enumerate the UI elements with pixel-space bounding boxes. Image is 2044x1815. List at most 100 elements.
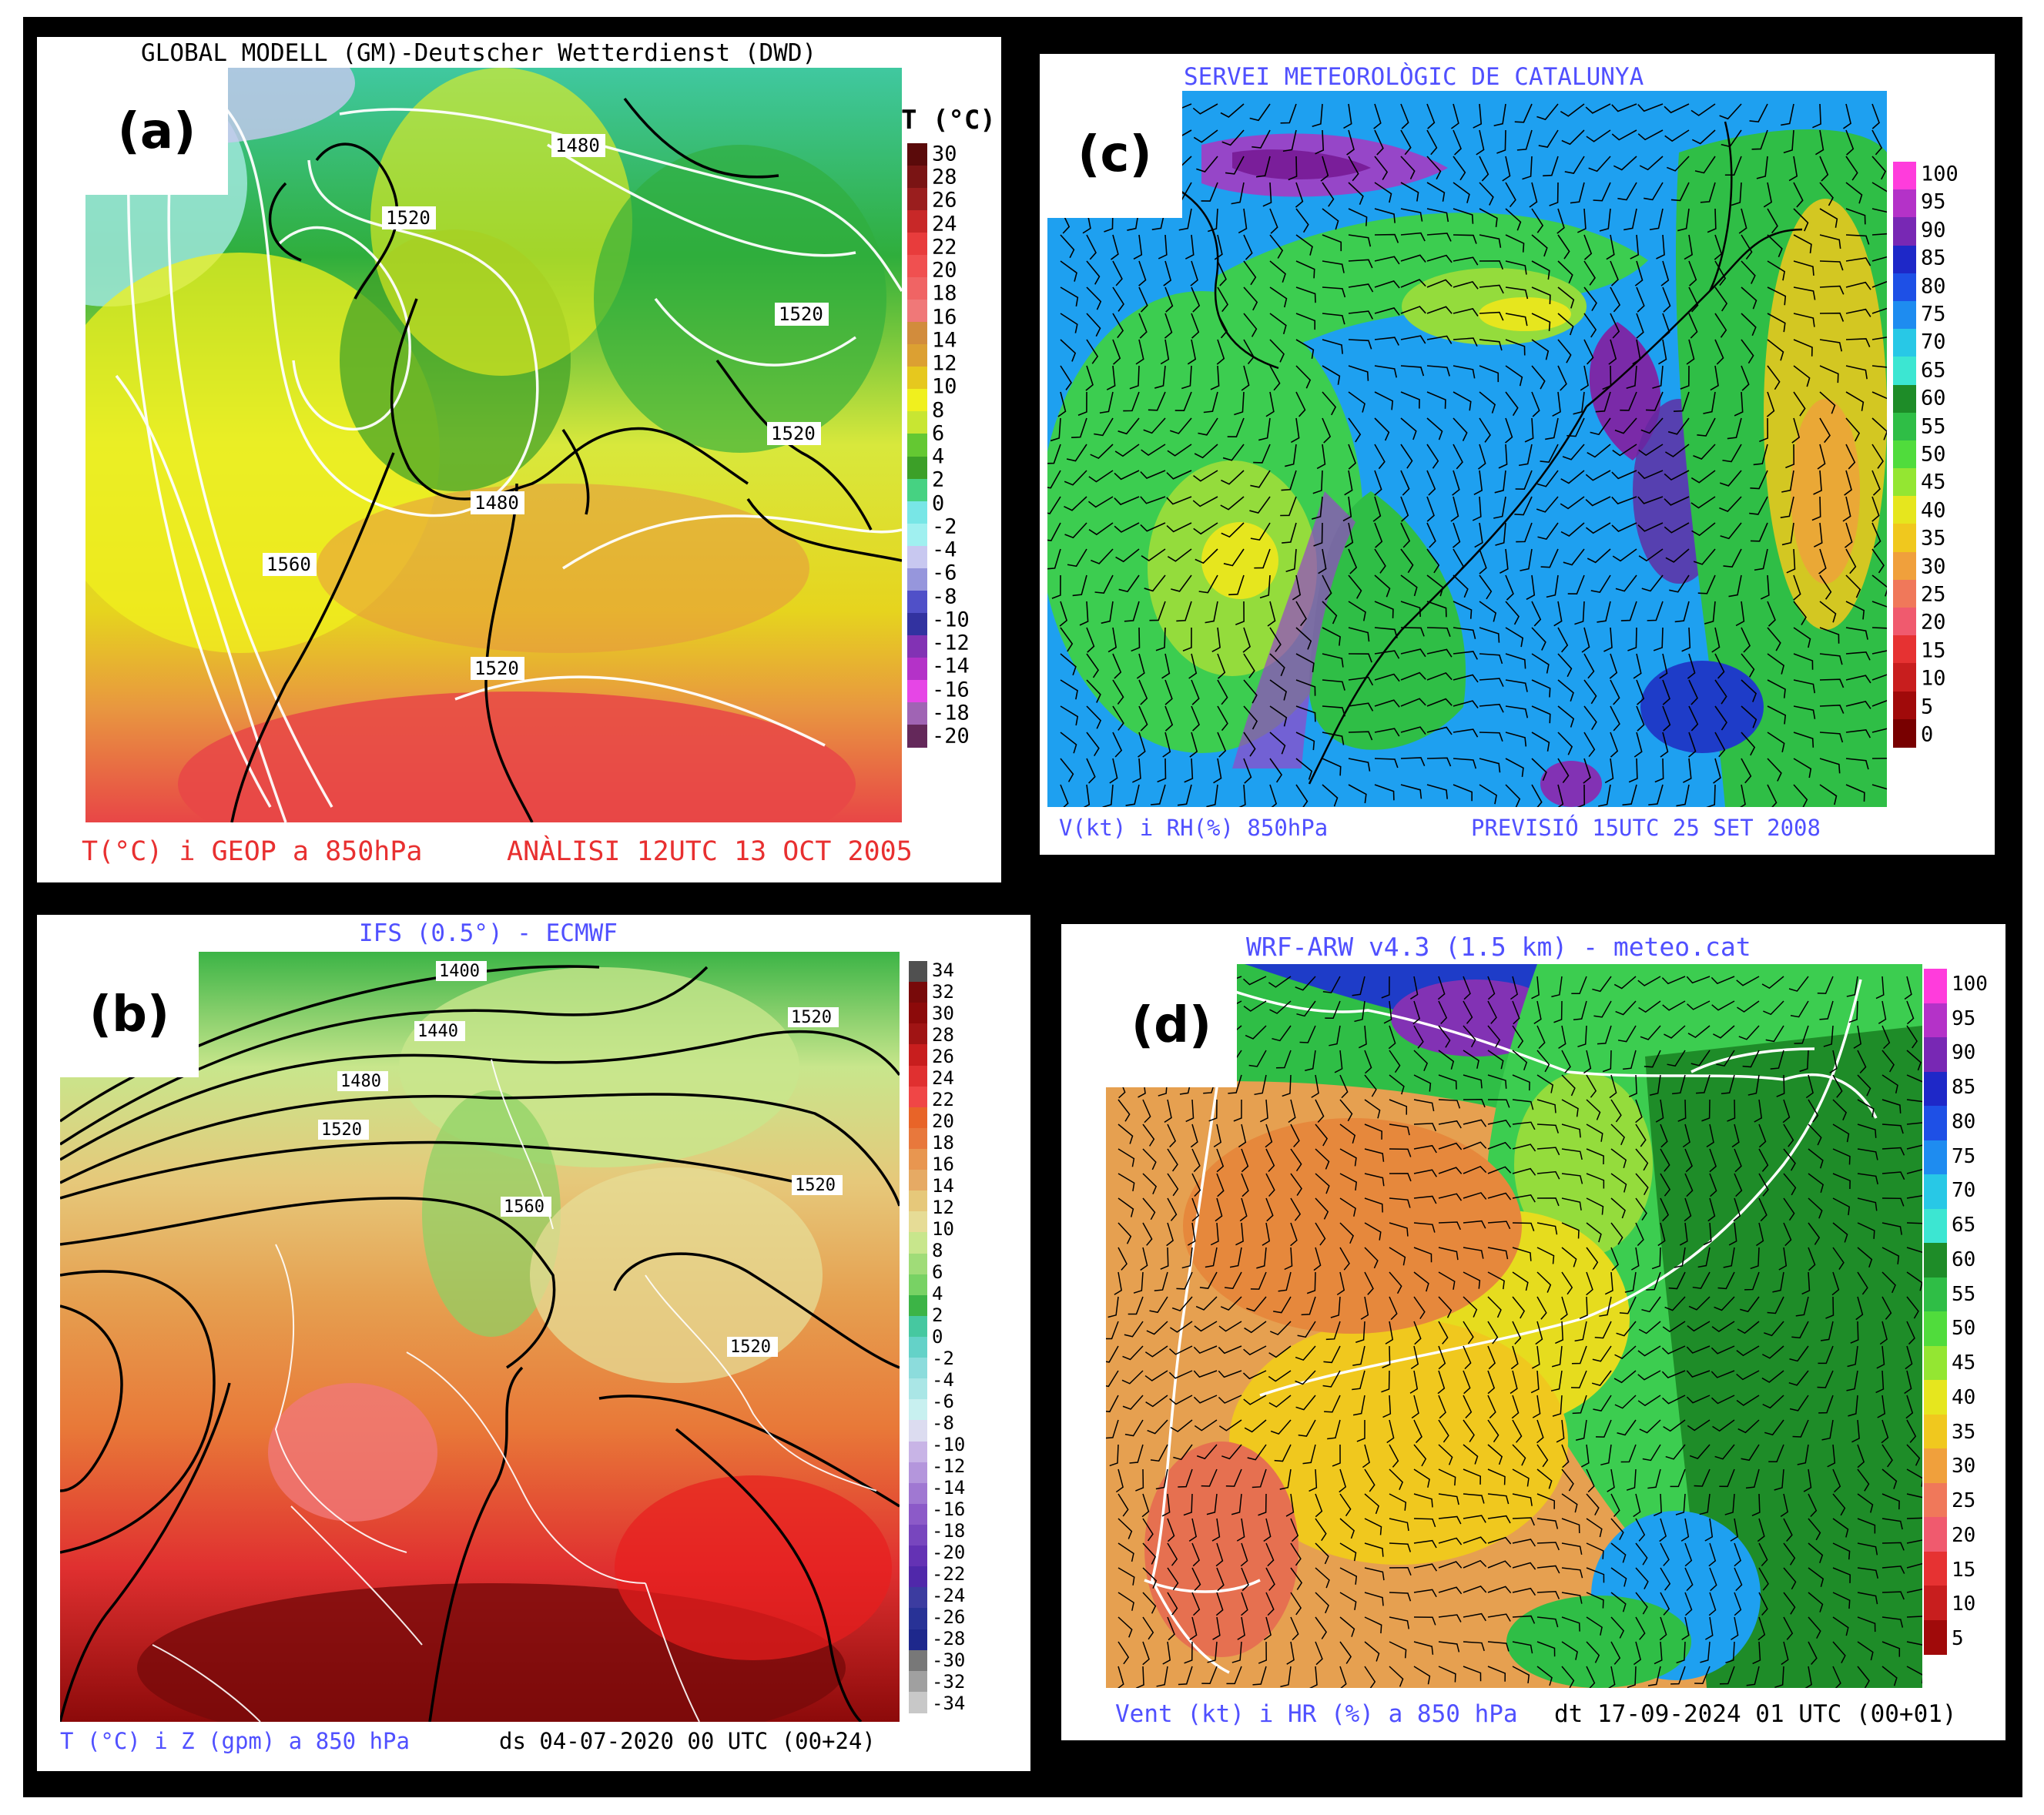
wind-barb bbox=[1413, 1493, 1433, 1508]
wind-barb bbox=[1178, 1666, 1193, 1686]
wind-barb bbox=[1426, 254, 1453, 263]
wind-barb bbox=[1288, 156, 1298, 181]
wind-barb bbox=[1313, 522, 1323, 547]
wind-barb bbox=[1613, 156, 1637, 171]
wind-barb bbox=[1808, 1173, 1825, 1194]
wind-barb bbox=[1620, 391, 1637, 411]
wind-barb bbox=[1295, 627, 1312, 650]
wind-barb bbox=[1714, 339, 1724, 365]
wind-barb bbox=[1783, 1173, 1797, 1196]
colorbar-tick: -18 bbox=[932, 1520, 966, 1542]
wind-barb bbox=[1187, 1222, 1196, 1246]
wind-barb bbox=[1634, 732, 1643, 758]
wind-barb bbox=[1231, 1493, 1242, 1515]
wind-barb bbox=[1660, 1542, 1670, 1566]
wind-barb bbox=[1767, 313, 1786, 333]
wind-barb bbox=[1339, 1468, 1347, 1493]
wind-barb bbox=[1682, 758, 1692, 783]
panel-a-label: (a) bbox=[85, 68, 228, 195]
colorbar-swatch bbox=[1924, 1140, 1947, 1175]
wind-barb bbox=[1635, 1616, 1646, 1640]
wind-barb bbox=[1536, 1147, 1560, 1156]
wind-barb bbox=[1374, 417, 1390, 441]
wind-barb bbox=[1269, 365, 1281, 391]
wind-barb bbox=[1114, 496, 1140, 506]
wind-barb bbox=[1682, 1123, 1690, 1148]
wind-barb bbox=[1241, 1592, 1248, 1616]
colorbar-swatch bbox=[907, 590, 927, 614]
wind-barb bbox=[1512, 1247, 1532, 1261]
wind-barb bbox=[1845, 758, 1869, 770]
wind-barb bbox=[1050, 417, 1061, 442]
wind-barb bbox=[1339, 1197, 1356, 1217]
wind-barb bbox=[1479, 653, 1503, 665]
wind-barb bbox=[1400, 671, 1426, 681]
colorbar-swatch bbox=[907, 277, 927, 301]
wind-barb bbox=[1586, 1222, 1602, 1243]
wind-barb bbox=[1609, 1074, 1617, 1099]
wind-barb bbox=[1463, 1321, 1474, 1345]
wind-barb bbox=[1322, 732, 1345, 745]
colorbar-tick: 24 bbox=[932, 212, 957, 236]
colorbar-tick: 0 bbox=[932, 1326, 943, 1348]
wind-barb bbox=[1322, 391, 1337, 416]
wind-barb bbox=[1364, 1641, 1380, 1662]
wind-barb bbox=[1686, 1345, 1711, 1354]
wind-barb bbox=[1793, 784, 1808, 807]
wind-barb bbox=[1881, 1025, 1891, 1050]
wind-barb bbox=[1845, 156, 1858, 181]
wind-barb bbox=[1783, 1542, 1796, 1566]
wind-barb bbox=[1752, 1641, 1761, 1665]
colorbar-swatch bbox=[907, 233, 927, 256]
wind-barb bbox=[1275, 1050, 1292, 1069]
wind-barb bbox=[1149, 601, 1166, 621]
wind-barb bbox=[1184, 1641, 1193, 1664]
wind-barb bbox=[1770, 1050, 1784, 1070]
wind-barb bbox=[1659, 653, 1668, 679]
colorbar-swatch bbox=[1893, 329, 1916, 358]
wind-barb bbox=[1610, 1592, 1627, 1612]
wind-barb bbox=[1400, 784, 1422, 799]
wind-barb bbox=[1879, 1321, 1888, 1345]
wind-barb bbox=[1540, 444, 1559, 464]
wind-barb bbox=[1561, 1247, 1577, 1267]
wind-barb bbox=[1561, 1666, 1575, 1688]
wind-barb bbox=[1622, 784, 1637, 806]
wind-barb bbox=[1185, 1099, 1195, 1123]
panel-c-label: (c) bbox=[1047, 91, 1182, 218]
colorbar-swatch bbox=[909, 961, 927, 983]
wind-barb bbox=[1290, 1616, 1299, 1641]
wind-barb bbox=[1211, 1518, 1221, 1542]
wind-barb bbox=[1322, 260, 1345, 273]
wind-barb bbox=[1515, 470, 1533, 490]
wind-barb bbox=[1651, 1247, 1661, 1270]
wind-barb bbox=[1610, 732, 1619, 758]
wind-barb bbox=[1560, 522, 1585, 537]
wind-barb bbox=[1161, 1493, 1171, 1517]
wind-barb bbox=[1881, 1591, 1905, 1600]
wind-barb bbox=[1123, 391, 1140, 412]
wind-barb bbox=[1711, 1000, 1735, 1011]
wind-barb bbox=[1086, 732, 1100, 757]
wind-barb bbox=[1551, 1345, 1563, 1368]
colorbar-tick: 85 bbox=[1952, 1076, 1976, 1100]
wind-barb bbox=[1121, 1370, 1144, 1385]
wind-barb bbox=[1741, 234, 1753, 260]
wind-barb bbox=[1531, 208, 1544, 233]
wind-barb bbox=[1243, 1000, 1267, 1012]
wind-barb bbox=[1906, 1222, 1922, 1224]
wind-barb bbox=[1114, 470, 1140, 481]
wind-barb bbox=[1767, 653, 1785, 675]
wind-barb bbox=[1374, 256, 1400, 265]
wind-barb bbox=[1479, 391, 1496, 414]
wind-barb bbox=[1141, 444, 1166, 457]
colorbar-tick: 28 bbox=[932, 1024, 954, 1046]
wind-barb bbox=[1607, 1468, 1615, 1492]
wind-barb bbox=[1167, 1592, 1178, 1616]
wind-barb bbox=[1783, 1123, 1794, 1147]
wind-barb bbox=[1290, 1197, 1302, 1221]
wind-barb bbox=[1649, 208, 1664, 231]
wind-barb bbox=[1218, 1321, 1242, 1332]
wind-barb bbox=[1315, 1197, 1329, 1220]
wind-barb bbox=[1164, 286, 1174, 313]
